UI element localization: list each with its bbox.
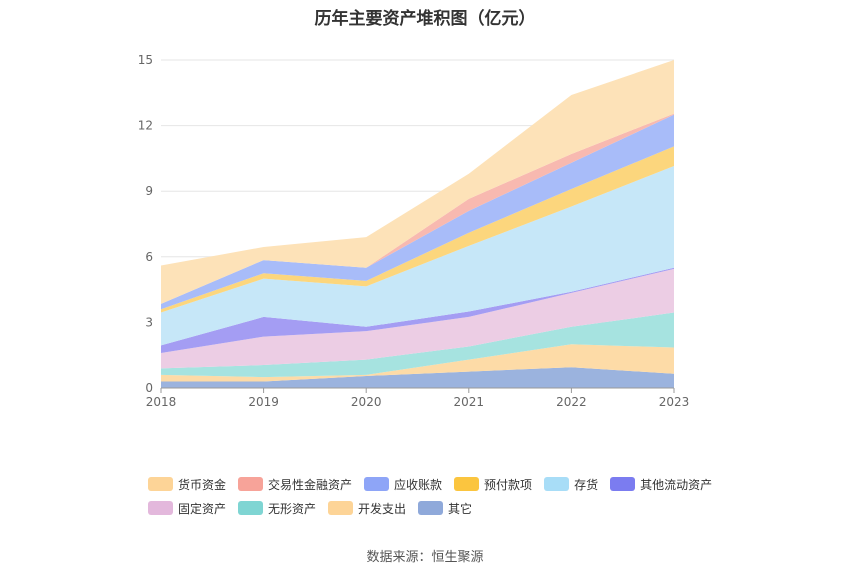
legend-swatch xyxy=(148,501,173,515)
data-source: 数据来源：恒生聚源 xyxy=(366,550,484,565)
area-series-0 xyxy=(161,367,674,388)
y-tick-label: 15 xyxy=(138,53,153,67)
legend-swatch xyxy=(328,501,354,515)
area-series-2 xyxy=(161,312,674,378)
stacked-area-chart: 0 3 6 9 12 15 2018 2019 2020 2021 2022 2023 xyxy=(138,53,690,409)
x-tick-label: 2021 xyxy=(454,395,485,409)
legend-swatch xyxy=(238,501,264,515)
y-tick-label: 9 xyxy=(145,184,153,198)
legend-item[interactable]: 交易性金融资产 xyxy=(238,476,352,493)
legend-swatch xyxy=(238,477,264,491)
area-series-5 xyxy=(161,166,674,346)
y-tick-label: 0 xyxy=(145,381,153,395)
legend-label: 无形资产 xyxy=(268,501,317,516)
legend-label: 其他流动资产 xyxy=(640,477,713,492)
legend-label: 存货 xyxy=(574,477,599,492)
x-tick-label: 2022 xyxy=(556,395,587,409)
area-series-3 xyxy=(161,268,674,369)
x-tick-label: 2019 xyxy=(248,395,279,409)
legend-swatch xyxy=(610,477,636,491)
legend-label: 交易性金融资产 xyxy=(268,477,353,492)
legend-label: 其它 xyxy=(448,501,473,516)
area-series-1 xyxy=(161,344,674,382)
chart-title: 历年主要资产堆积图（亿元） xyxy=(314,9,536,29)
legend-item[interactable]: 固定资产 xyxy=(148,500,226,517)
legend-item[interactable]: 无形资产 xyxy=(238,500,316,517)
axes: 0 3 6 9 12 15 2018 2019 2020 2021 2022 2023 xyxy=(138,53,690,409)
area-series-4 xyxy=(161,267,674,354)
area-series-9 xyxy=(161,60,674,304)
legend-swatch xyxy=(418,501,444,515)
legend-item[interactable]: 其他流动资产 xyxy=(610,476,712,493)
x-tick-label: 2018 xyxy=(146,395,177,409)
legend-label: 预付款项 xyxy=(484,477,533,492)
series-areas xyxy=(161,60,674,388)
y-tick-label: 12 xyxy=(138,119,153,133)
legend-label: 固定资产 xyxy=(178,501,227,516)
legend-item[interactable]: 货币资金 xyxy=(148,476,226,493)
legend-swatch xyxy=(454,477,480,491)
legend-item[interactable]: 存货 xyxy=(544,476,598,493)
y-tick-label: 6 xyxy=(145,250,153,264)
legend-item[interactable]: 开发支出 xyxy=(328,500,406,517)
legend-swatch xyxy=(364,477,390,491)
legend-row-2: 固定资产 无形资产 开发支出 其它 xyxy=(148,496,728,520)
x-tick-label: 2020 xyxy=(351,395,382,409)
legend-label: 开发支出 xyxy=(358,501,407,516)
x-tick-label: 2023 xyxy=(659,395,690,409)
y-tick-label: 3 xyxy=(145,315,153,329)
legend-label: 应收账款 xyxy=(394,477,443,492)
legend-item[interactable]: 预付款项 xyxy=(454,476,532,493)
area-series-7 xyxy=(161,114,674,310)
legend-row-1: 货币资金 交易性金融资产 应收账款 预付款项 存货 其他流动资产 xyxy=(148,472,728,496)
legend-swatch xyxy=(148,477,173,491)
legend-item[interactable]: 其它 xyxy=(418,500,472,517)
legend-item[interactable]: 应收账款 xyxy=(364,476,442,493)
legend: 货币资金 交易性金融资产 应收账款 预付款项 存货 其他流动资产 固定资产 无形资产 开发支出… xyxy=(148,472,728,520)
legend-swatch xyxy=(544,477,570,491)
legend-label: 货币资金 xyxy=(178,477,227,492)
